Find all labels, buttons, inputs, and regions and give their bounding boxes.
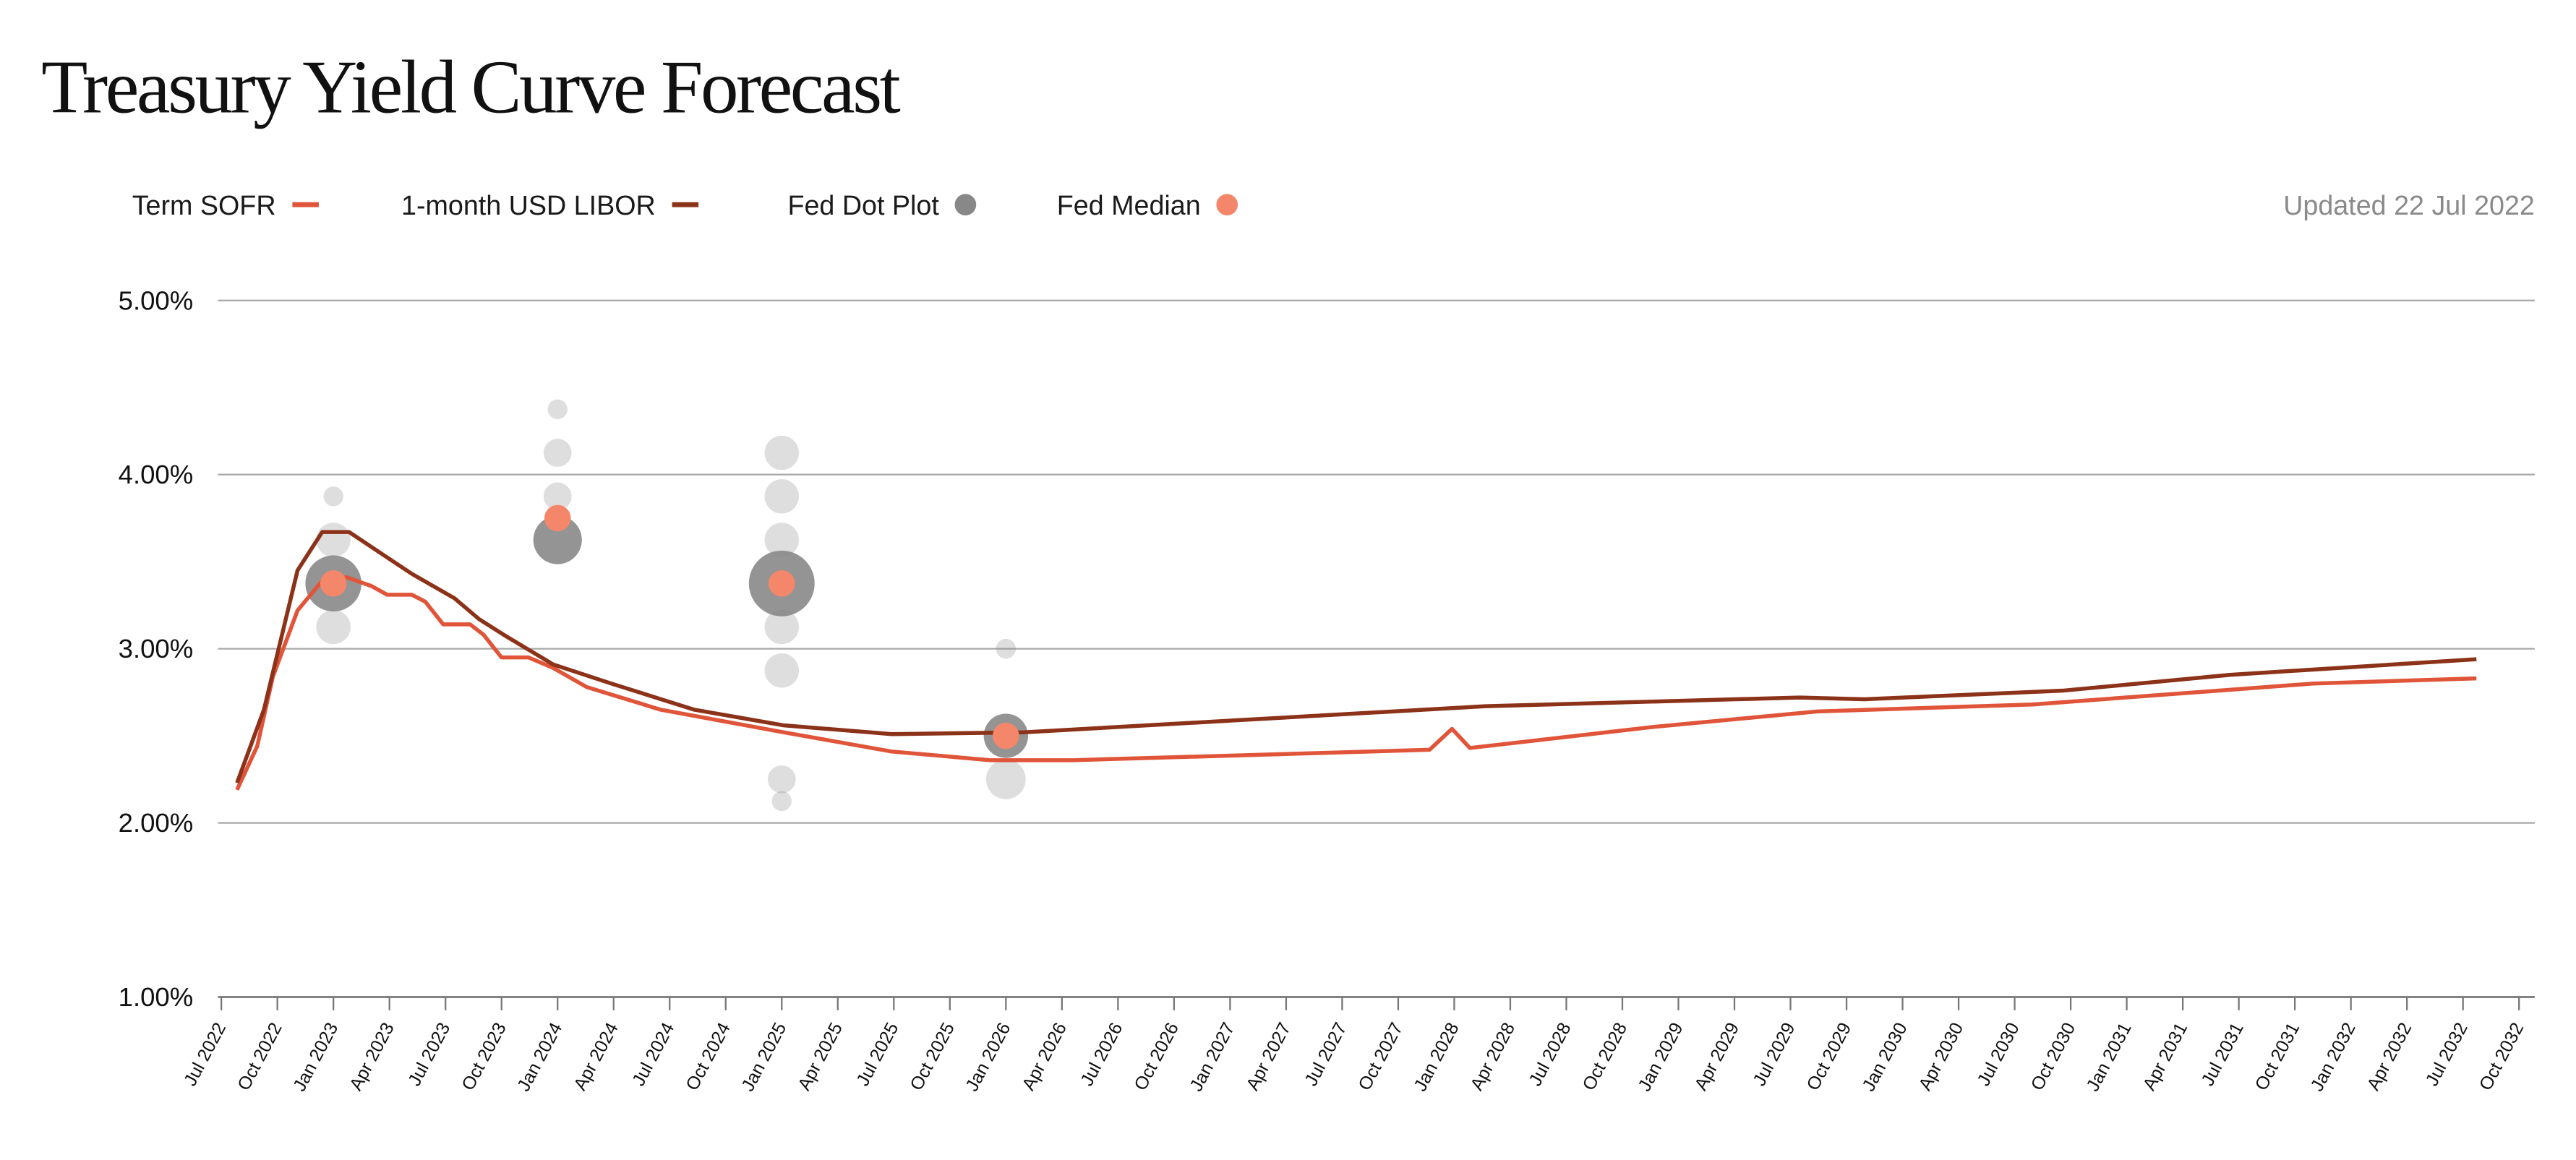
legend-label: Fed Median [1057, 190, 1201, 220]
dot [771, 791, 792, 812]
x-tick-label: Oct 2026 [1130, 1019, 1183, 1094]
y-tick-label: 4.00% [119, 460, 194, 489]
x-tick-label: Apr 2027 [1242, 1019, 1295, 1094]
x-tick-label: Jul 2027 [1301, 1019, 1351, 1089]
x-tick-label: Jul 2031 [2197, 1019, 2247, 1089]
x-tick-label: Oct 2024 [682, 1019, 735, 1094]
x-tick-label: Jul 2028 [1525, 1019, 1575, 1089]
x-tick-label: Jul 2029 [1749, 1019, 1799, 1089]
x-tick-label: Oct 2029 [1803, 1019, 1856, 1094]
dot [764, 435, 800, 471]
median-dot [993, 722, 1019, 749]
dot [767, 765, 796, 794]
dot [985, 759, 1026, 799]
series-line [235, 530, 2477, 784]
x-tick-label: Oct 2031 [2251, 1019, 2304, 1094]
x-tick-label: Jan 2027 [1186, 1019, 1238, 1094]
dot [323, 486, 343, 507]
dot [543, 482, 572, 511]
updated-note: Updated 22 Jul 2022 [2283, 190, 2535, 220]
y-tick-label: 3.00% [119, 634, 194, 663]
dot [316, 609, 351, 645]
dot [547, 399, 568, 420]
x-tick-label: Apr 2026 [1018, 1019, 1071, 1094]
dot [316, 523, 351, 557]
y-tick-label: 1.00% [119, 982, 194, 1012]
x-tick-label: Apr 2030 [1915, 1019, 1968, 1094]
median-dot [320, 570, 347, 597]
dot [543, 439, 572, 467]
x-tick-label: Oct 2032 [2476, 1019, 2528, 1094]
x-tick-label: Jul 2024 [628, 1019, 678, 1089]
x-tick-label: Jan 2032 [2307, 1019, 2360, 1094]
median-dot [769, 570, 795, 597]
x-tick-label: Apr 2023 [346, 1019, 398, 1094]
x-tick-label: Jan 2030 [1858, 1019, 1911, 1094]
x-tick-label: Jul 2025 [852, 1019, 902, 1089]
x-tick-label: Apr 2031 [2139, 1019, 2192, 1094]
dot [764, 523, 800, 557]
x-tick-label: Jul 2030 [1973, 1019, 2023, 1089]
x-tick-label: Oct 2023 [458, 1019, 510, 1094]
x-tick-label: Jul 2032 [2422, 1019, 2472, 1089]
y-tick-label: 5.00% [119, 285, 194, 315]
median-dot [544, 504, 571, 532]
x-tick-label: Apr 2032 [2363, 1019, 2416, 1094]
x-tick-label: Jan 2024 [513, 1019, 566, 1094]
x-tick-label: Jul 2022 [180, 1019, 230, 1089]
x-tick-label: Jan 2023 [289, 1019, 342, 1094]
dot [764, 479, 800, 514]
dot [764, 609, 800, 645]
x-tick-label: Jan 2026 [962, 1019, 1014, 1094]
dot [764, 653, 800, 688]
x-tick-label: Oct 2027 [1355, 1019, 1408, 1094]
x-tick-label: Jul 2023 [404, 1019, 454, 1089]
chart-title: Treasury Yield Curve Forecast [41, 44, 901, 129]
legend-label: 1-month USD LIBOR [401, 190, 656, 220]
x-tick-label: Apr 2028 [1467, 1019, 1520, 1094]
x-tick-label: Oct 2022 [234, 1019, 286, 1094]
x-tick-label: Jan 2028 [1410, 1019, 1463, 1094]
x-tick-label: Oct 2025 [906, 1019, 959, 1094]
x-tick-label: Jan 2025 [737, 1019, 790, 1094]
x-tick-label: Jan 2029 [1634, 1019, 1687, 1094]
x-tick-label: Oct 2030 [2027, 1019, 2080, 1094]
x-tick-label: Apr 2029 [1691, 1019, 1744, 1094]
legend-label: Fed Dot Plot [787, 190, 939, 220]
x-tick-label: Jul 2026 [1077, 1019, 1126, 1089]
x-tick-label: Oct 2028 [1579, 1019, 1632, 1094]
x-tick-label: Apr 2024 [570, 1019, 622, 1094]
y-tick-label: 2.00% [119, 808, 194, 838]
legend-swatch [1216, 194, 1238, 216]
dot [996, 638, 1017, 659]
dot [533, 515, 582, 564]
legend-swatch [954, 194, 977, 216]
x-tick-label: Jan 2031 [2083, 1019, 2136, 1094]
legend-label: Term SOFR [132, 190, 276, 220]
x-tick-label: Apr 2025 [794, 1019, 847, 1094]
